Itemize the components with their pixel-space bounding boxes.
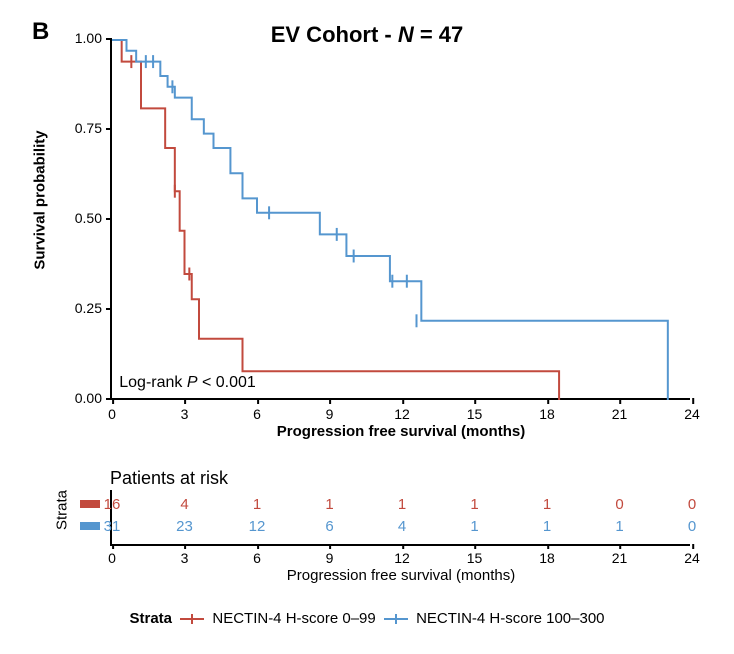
risk-cell: 1 <box>253 496 261 513</box>
logrank-annotation: Log-rank P < 0.001 <box>119 374 256 392</box>
risk-cell: 1 <box>470 518 478 535</box>
risk-x-tick: 24 <box>684 544 700 566</box>
risk-table: Progression free survival (months) 16411… <box>110 490 690 546</box>
risk-x-tick: 15 <box>467 544 483 566</box>
risk-cell: 0 <box>615 496 623 513</box>
legend-swatch <box>180 618 204 620</box>
risk-cell: 23 <box>176 518 193 535</box>
legend-item-label: NECTIN-4 H-score 0–99 <box>208 610 376 627</box>
risk-cell: 4 <box>398 518 406 535</box>
annot-suffix: < 0.001 <box>198 374 256 391</box>
y-tick: 0.25 <box>75 300 112 316</box>
risk-x-axis-label: Progression free survival (months) <box>112 567 690 584</box>
risk-x-tick: 12 <box>394 544 410 566</box>
risk-x-tick: 9 <box>326 544 334 566</box>
km-curves <box>112 40 692 400</box>
risk-x-tick: 3 <box>181 544 189 566</box>
risk-cell: 1 <box>470 496 478 513</box>
risk-x-tick: 6 <box>253 544 261 566</box>
risk-cell: 1 <box>398 496 406 513</box>
risk-cell: 0 <box>688 518 696 535</box>
x-tick: 12 <box>394 398 410 422</box>
risk-cell: 31 <box>104 518 121 535</box>
x-tick: 18 <box>539 398 555 422</box>
risk-cell: 1 <box>325 496 333 513</box>
risk-x-tick: 21 <box>612 544 628 566</box>
x-tick: 21 <box>612 398 628 422</box>
x-tick: 24 <box>684 398 700 422</box>
legend-swatch <box>384 618 408 620</box>
x-tick: 3 <box>181 398 189 422</box>
y-axis-label: Survival probability <box>32 130 49 269</box>
risk-x-tick: 0 <box>108 544 116 566</box>
risk-table-title: Patients at risk <box>110 468 228 489</box>
risk-cell: 6 <box>325 518 333 535</box>
risk-cell: 0 <box>688 496 696 513</box>
y-tick: 0.00 <box>75 390 112 406</box>
x-tick: 9 <box>326 398 334 422</box>
risk-strata-axis-label: Strata <box>54 490 71 530</box>
risk-cell: 16 <box>104 496 121 513</box>
km-plot: Progression free survival (months) Log-r… <box>110 40 690 400</box>
risk-cell: 12 <box>249 518 266 535</box>
annot-p: P <box>187 374 198 391</box>
x-tick: 15 <box>467 398 483 422</box>
strata-swatch <box>80 500 100 508</box>
km-step-line <box>112 40 668 400</box>
risk-cell: 1 <box>543 518 551 535</box>
risk-cell: 1 <box>543 496 551 513</box>
strata-swatch <box>80 522 100 530</box>
x-axis-label: Progression free survival (months) <box>112 423 690 440</box>
risk-cell: 1 <box>615 518 623 535</box>
y-tick: 0.50 <box>75 210 112 226</box>
y-tick: 0.75 <box>75 120 112 136</box>
km-step-line <box>112 40 559 400</box>
y-tick: 1.00 <box>75 30 112 46</box>
x-tick: 0 <box>108 398 116 422</box>
annot-prefix: Log-rank <box>119 374 187 391</box>
risk-cell: 4 <box>180 496 188 513</box>
risk-x-tick: 18 <box>539 544 555 566</box>
legend-label: Strata <box>129 610 172 627</box>
x-tick: 6 <box>253 398 261 422</box>
strata-legend: Strata NECTIN-4 H-score 0–99 NECTIN-4 H-… <box>0 610 734 627</box>
legend-item-label: NECTIN-4 H-score 100–300 <box>412 610 605 627</box>
